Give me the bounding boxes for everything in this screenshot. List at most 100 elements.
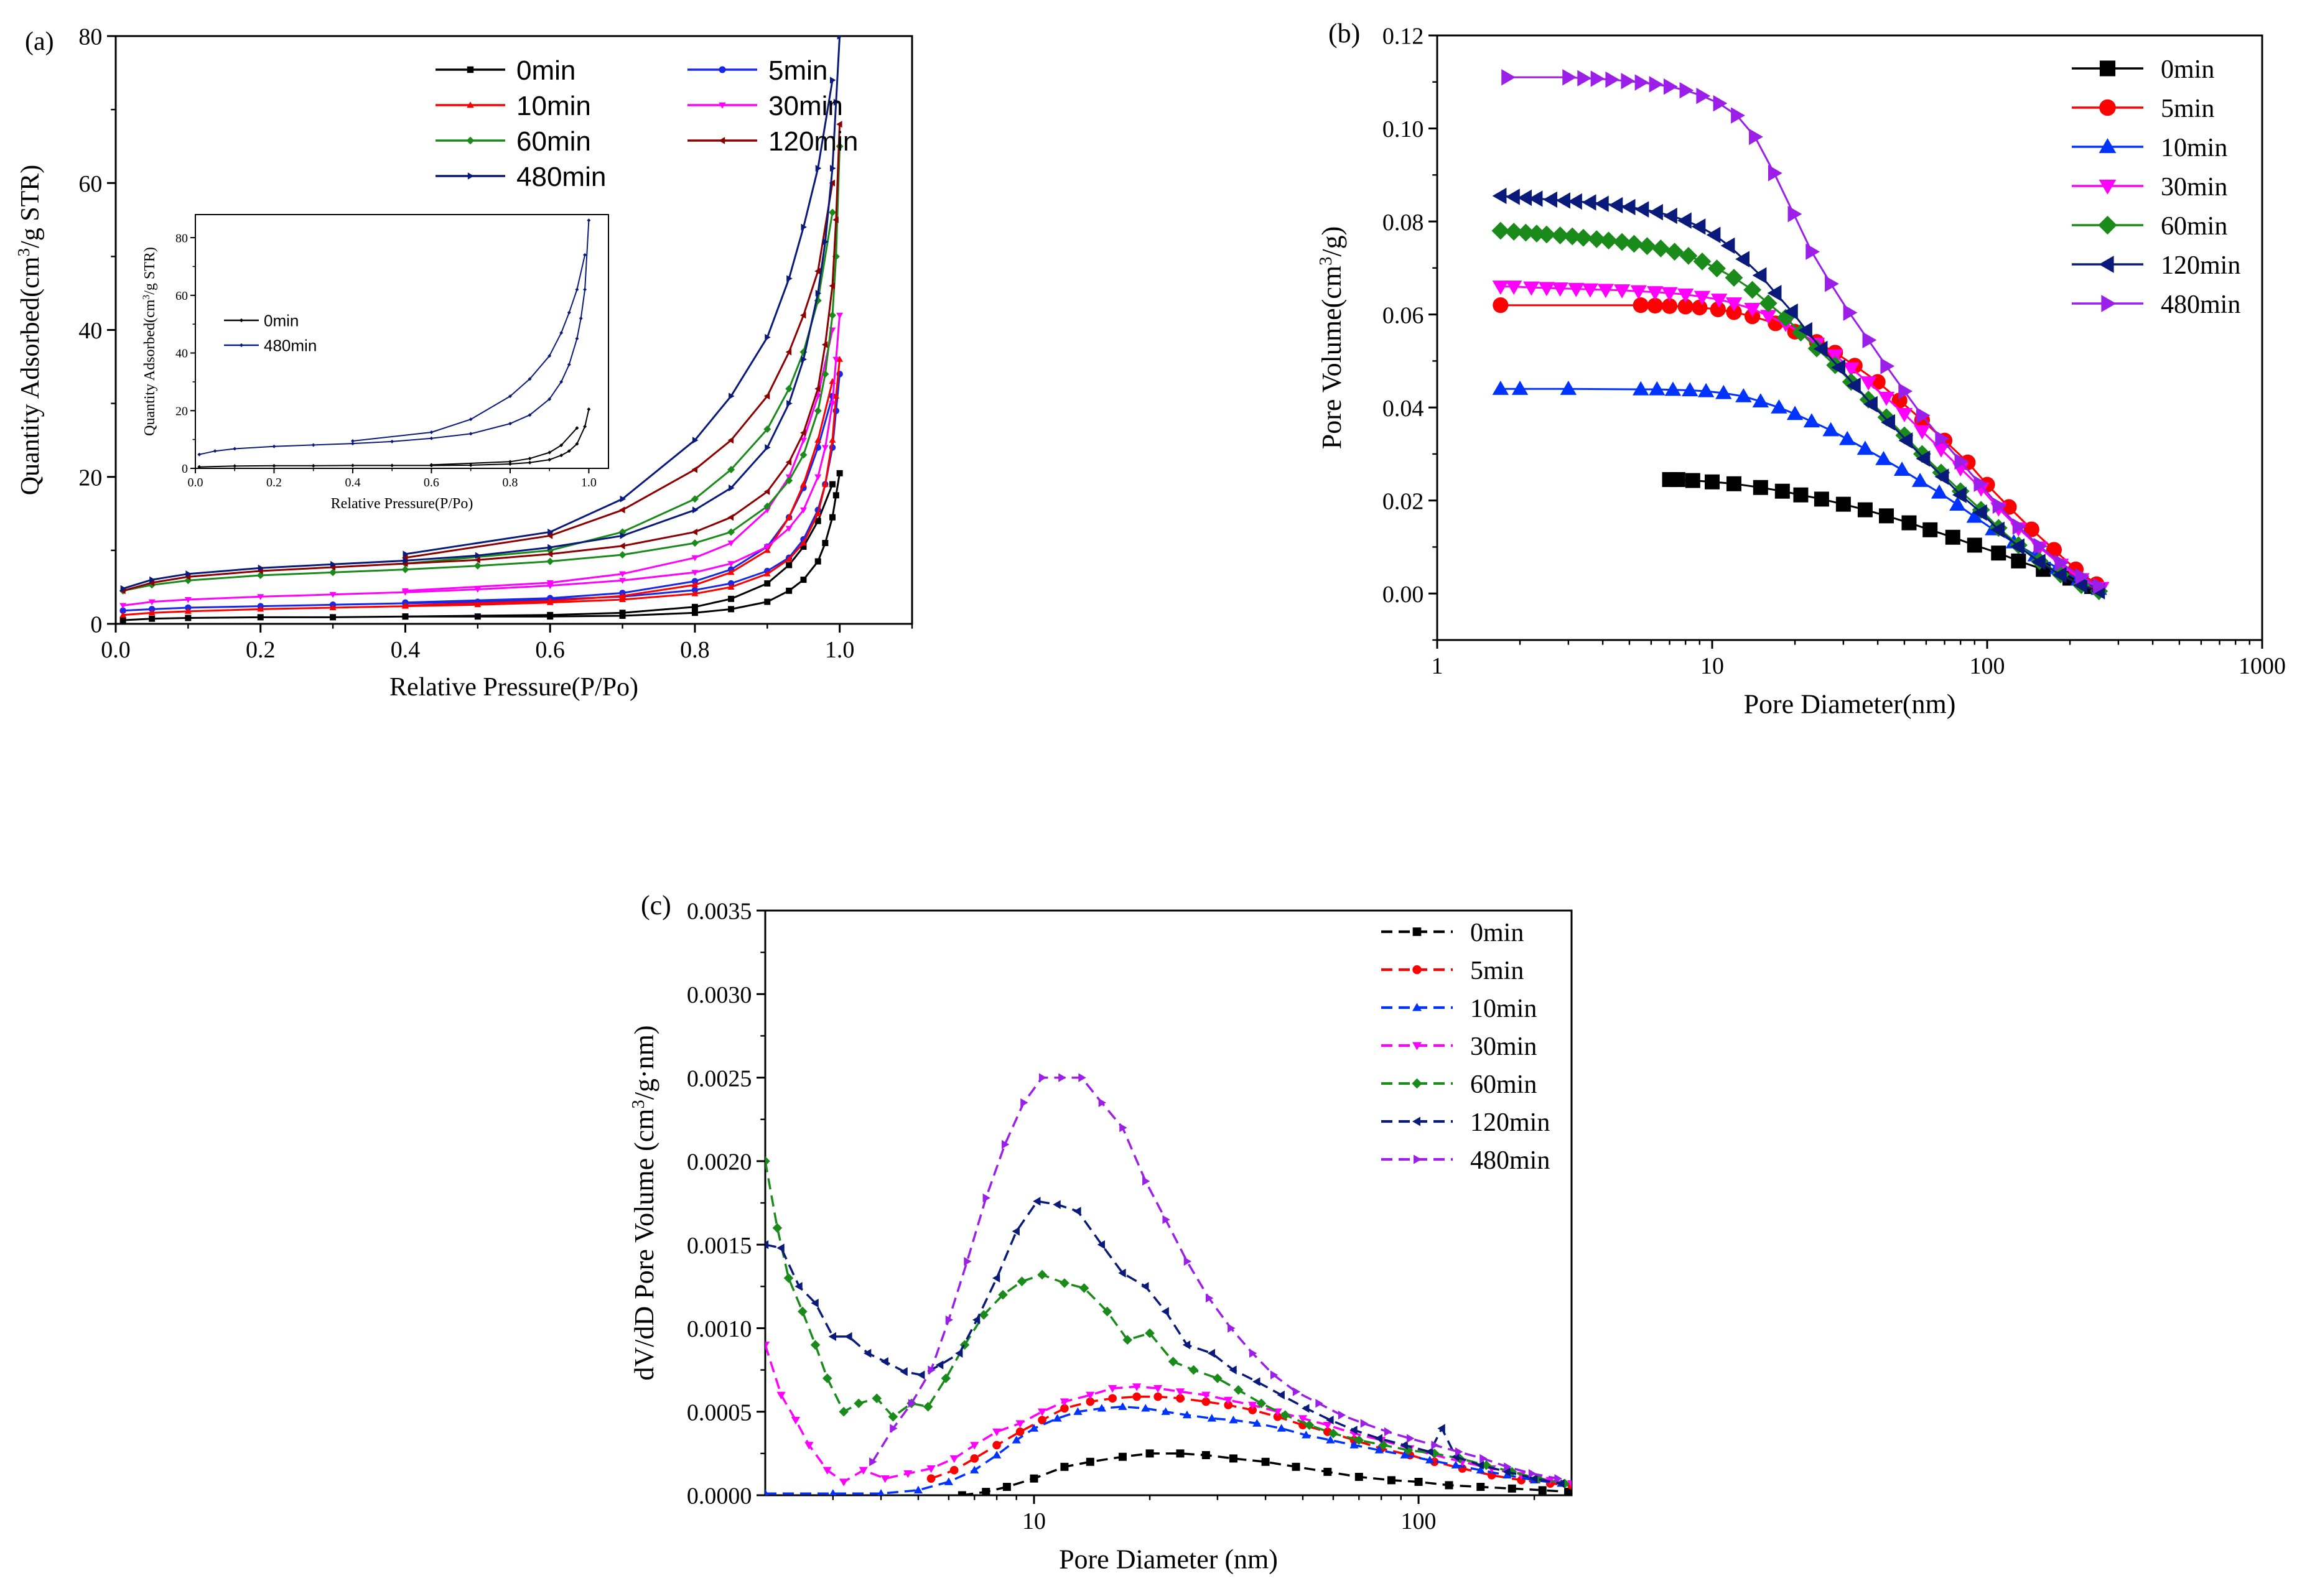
panel-a-inset-point-0min bbox=[390, 463, 394, 468]
panel-c-point-10min bbox=[1503, 1470, 1512, 1478]
panel-c-point-60min bbox=[798, 1306, 808, 1317]
panel-c-y-tick-label: 0.0010 bbox=[687, 1316, 752, 1342]
panel-c-point-30min bbox=[859, 1467, 868, 1475]
panel-c-point-120min bbox=[1207, 1348, 1215, 1358]
panel-b-point-120min bbox=[1767, 285, 1782, 302]
panel-a-series-0min bbox=[119, 470, 843, 624]
panel-a-point-60min bbox=[785, 476, 793, 485]
panel-b-point-30min bbox=[1710, 294, 1728, 308]
panel-b-point-480min bbox=[2093, 578, 2107, 595]
panel-b-y-axis-title: Pore Volume(cm3/g) bbox=[1316, 226, 1348, 450]
panel-b-legend-label-60min: 60min bbox=[2161, 212, 2227, 241]
panel-a-inset-y-tick-label: 80 bbox=[175, 231, 188, 245]
panel-c-y-axis-title-superscript: 3 bbox=[629, 1100, 648, 1108]
panel-a-point-120min bbox=[691, 528, 697, 536]
panel-a-x-axis-title: Relative Pressure(P/Po) bbox=[389, 673, 638, 702]
panel-c-y-tick-label: 0.0020 bbox=[687, 1149, 752, 1176]
panel-c-point-480min bbox=[869, 1457, 877, 1467]
panel-a-inset-point-480min bbox=[390, 439, 394, 443]
panel-a-point-60min bbox=[401, 565, 409, 573]
panel-b-point-60min bbox=[1613, 233, 1631, 251]
panel-b-point-30min bbox=[1647, 286, 1664, 300]
panel-a-point-480min bbox=[815, 289, 822, 297]
panel-a-point-30min bbox=[546, 580, 554, 587]
panel-c-point-60min bbox=[1328, 1428, 1338, 1439]
panel-c-point-0min bbox=[1176, 1449, 1185, 1458]
panel-a-point-0min bbox=[728, 595, 735, 602]
panel-b-pore-volume-chart: 1 10 100 1000 0.00 0.02 0.04 0.06 0.08 0.10 0.12 Po… bbox=[1316, 18, 2286, 720]
panel-c-point-480min bbox=[1078, 1073, 1086, 1082]
panel-b-point-480min bbox=[1843, 304, 1858, 321]
panel-a-inset-point-480min bbox=[559, 331, 564, 335]
panel-a-point-30min bbox=[836, 312, 844, 319]
panel-b-point-30min bbox=[1760, 310, 1777, 325]
panel-c-point-60min bbox=[1280, 1410, 1290, 1420]
panel-c-point-120min bbox=[1161, 1307, 1169, 1316]
panel-a-inset-x-tick-label: 0.8 bbox=[502, 476, 518, 489]
panel-c-point-120min bbox=[811, 1298, 819, 1308]
panel-c-x-tick-label: 100 bbox=[1401, 1508, 1437, 1534]
panel-a-inset-point-0min bbox=[575, 426, 579, 430]
panel-b-point-120min bbox=[1528, 190, 1543, 207]
panel-b-series-30min bbox=[1492, 281, 2110, 596]
panel-c-point-30min bbox=[839, 1478, 849, 1487]
panel-a-inset-y-tick-label: 60 bbox=[175, 289, 188, 303]
panel-a-legend-marker-5min bbox=[719, 66, 726, 73]
panel-a-inset-y-tick-label: 40 bbox=[175, 347, 188, 361]
panel-b-point-0min bbox=[1793, 487, 1809, 503]
panel-b-point-60min bbox=[1776, 309, 1795, 327]
panel-a-inset-x-tick-label: 1.0 bbox=[581, 476, 597, 489]
panel-c-point-120min bbox=[1529, 1473, 1538, 1483]
panel-c-series-layer bbox=[765, 1073, 1572, 1495]
panel-a-legend-label-30min: 30min bbox=[768, 91, 843, 121]
panel-a-inset-chart: 0.0 0.2 0.4 0.6 0.8 1.0 0 20 40 60 80 Relative Pres… bbox=[141, 214, 609, 512]
panel-c-point-5min bbox=[970, 1454, 979, 1463]
panel-c-point-30min bbox=[1108, 1385, 1117, 1393]
panel-c-point-30min bbox=[804, 1442, 814, 1450]
panel-c-point-120min bbox=[1053, 1200, 1061, 1209]
panel-a-point-0min bbox=[764, 598, 771, 605]
panel-c-point-5min bbox=[1015, 1427, 1025, 1436]
panel-c-point-5min bbox=[1038, 1416, 1046, 1424]
panel-b-point-30min bbox=[1597, 284, 1614, 299]
panel-c-point-0min bbox=[1507, 1484, 1516, 1493]
panel-b-point-0min bbox=[1991, 545, 2006, 561]
panel-c-point-480min bbox=[1002, 1139, 1010, 1149]
panel-a-point-480min bbox=[830, 165, 836, 172]
panel-b-point-480min bbox=[1713, 95, 1728, 112]
panel-a-point-480min bbox=[801, 356, 807, 363]
panel-c-series-60min bbox=[765, 1156, 1570, 1488]
panel-a-point-120min bbox=[546, 532, 553, 539]
panel-b-point-480min bbox=[1935, 430, 1950, 447]
panel-b-legend-label-30min: 30min bbox=[2161, 173, 2227, 202]
panel-a-legend-label-120min: 120min bbox=[768, 126, 858, 157]
panel-a-point-10min bbox=[727, 583, 735, 590]
panel-a-inset-point-0min bbox=[311, 463, 315, 468]
panel-c-point-480min bbox=[1270, 1370, 1279, 1380]
panel-b-point-60min bbox=[1792, 323, 1810, 342]
panel-a-point-30min bbox=[257, 594, 264, 600]
panel-c-legend-label-120min: 120min bbox=[1470, 1108, 1550, 1137]
panel-b-point-120min bbox=[1663, 207, 1677, 225]
panel-c-point-0min bbox=[1145, 1449, 1154, 1458]
panel-a-inset-point-480min bbox=[508, 394, 512, 399]
panel-b-legend-label-120min: 120min bbox=[2161, 251, 2240, 280]
panel-c-point-10min bbox=[1476, 1465, 1485, 1473]
panel-b-point-60min bbox=[1600, 231, 1618, 250]
panel-b-point-120min bbox=[1916, 450, 1931, 467]
panel-a-inset-point-0min bbox=[559, 453, 564, 458]
panel-a-inset-point-480min bbox=[468, 417, 473, 422]
panel-a-point-60min bbox=[763, 503, 771, 510]
panel-b-point-60min bbox=[1537, 225, 1556, 244]
panel-c-point-480min bbox=[982, 1193, 990, 1203]
panel-b-point-480min bbox=[1898, 383, 1913, 400]
panel-a-inset-point-480min bbox=[468, 432, 473, 436]
panel-a-point-120min bbox=[619, 542, 625, 550]
panel-c-point-120min bbox=[1425, 1447, 1433, 1457]
panel-c-point-60min bbox=[783, 1273, 794, 1283]
panel-a-point-0min bbox=[547, 611, 554, 618]
panel-b-point-60min bbox=[1725, 269, 1743, 287]
panel-c-point-480min bbox=[1183, 1256, 1192, 1266]
panel-b-legend-marker-5min bbox=[2099, 99, 2116, 116]
panel-a-isotherm-chart: 0.0 0.2 0.4 0.6 0.8 1.0 0 20 40 60 80 Relative Pres… bbox=[14, 24, 913, 702]
